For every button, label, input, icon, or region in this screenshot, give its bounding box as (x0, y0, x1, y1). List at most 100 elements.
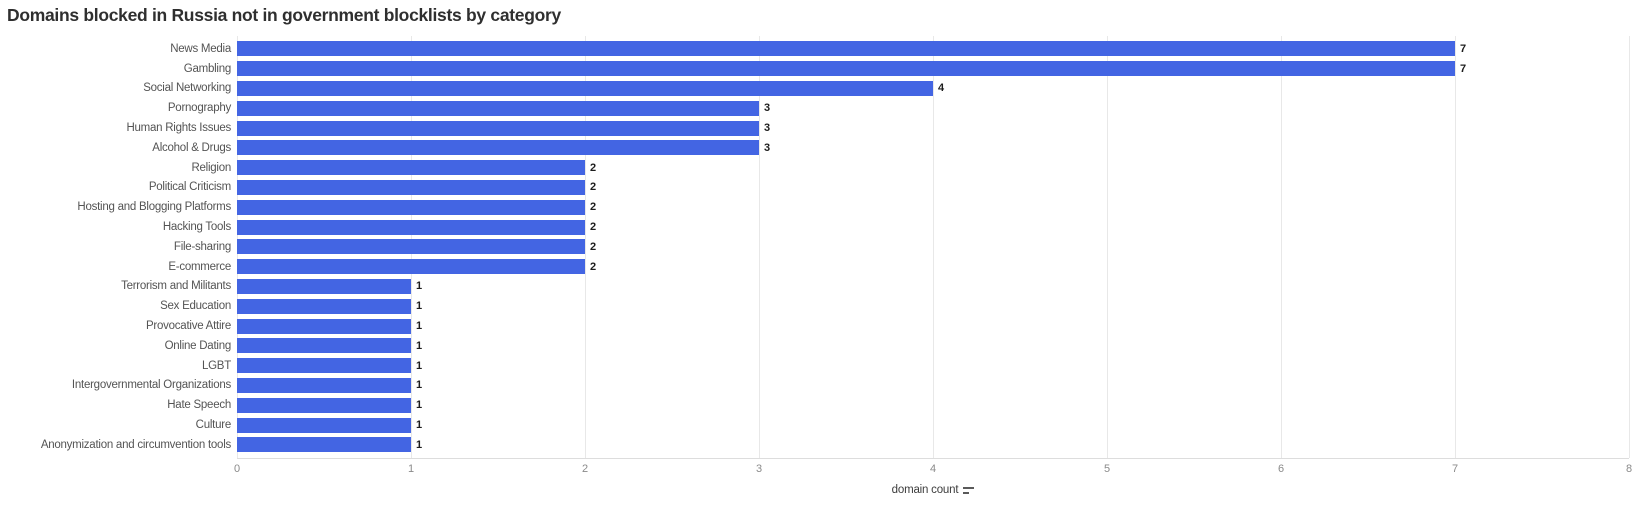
category-label: Hacking Tools (162, 221, 231, 234)
bar (237, 160, 585, 176)
bar-rows: News Media 7 Gambling 7 Social Networking 4 Po… (0, 39, 1636, 456)
value-label: 2 (590, 240, 596, 253)
x-axis-line (237, 458, 1629, 459)
x-tick-label: 6 (1278, 463, 1284, 475)
category-label: LGBT (201, 359, 231, 372)
bar-track: 1 (237, 397, 1629, 413)
category-label: Political Criticism (148, 181, 231, 194)
value-label: 2 (590, 181, 596, 194)
bar (237, 80, 933, 96)
value-label: 3 (764, 102, 770, 115)
bar (237, 318, 411, 334)
value-label: 1 (416, 339, 422, 352)
bar-track: 1 (237, 298, 1629, 314)
bar (237, 199, 585, 215)
category-label: Culture (195, 419, 232, 432)
x-tick-label: 4 (930, 463, 936, 475)
bar-track: 3 (237, 100, 1629, 116)
bar-row: Terrorism and Militants 1 (0, 277, 1636, 297)
bar-track: 1 (237, 437, 1629, 453)
category-label: E-commerce (168, 260, 231, 273)
value-label: 2 (590, 161, 596, 174)
x-axis-sort-control[interactable]: domain count (892, 484, 975, 496)
value-label: 3 (764, 122, 770, 135)
category-label: File-sharing (173, 240, 231, 253)
bar-row: Sex Education 1 (0, 296, 1636, 316)
bar-track: 1 (237, 417, 1629, 433)
x-tick-label: 5 (1104, 463, 1110, 475)
bar-track: 3 (237, 120, 1629, 136)
bar-track: 1 (237, 278, 1629, 294)
bar-track: 1 (237, 338, 1629, 354)
gridline (1107, 36, 1108, 458)
category-label: Terrorism and Militants (121, 280, 231, 293)
gridline (585, 36, 586, 458)
value-label: 1 (416, 379, 422, 392)
category-label: Alcohol & Drugs (152, 141, 231, 154)
value-label: 1 (416, 438, 422, 451)
bar-row: Social Networking 4 (0, 79, 1636, 99)
bar (237, 100, 759, 116)
category-label: Gambling (183, 62, 231, 75)
bar (237, 120, 759, 136)
bar (237, 179, 585, 195)
category-label: Human Rights Issues (126, 122, 231, 135)
bar-row: Hacking Tools 2 (0, 217, 1636, 237)
bar (237, 397, 411, 413)
value-label: 7 (1460, 62, 1466, 75)
chart-title: Domains blocked in Russia not in governm… (7, 5, 561, 25)
value-label: 2 (590, 221, 596, 234)
x-tick-label: 0 (234, 463, 240, 475)
x-tick-label: 2 (582, 463, 588, 475)
bar-track: 2 (237, 259, 1629, 275)
bar (237, 437, 411, 453)
value-label: 2 (590, 201, 596, 214)
x-axis-title-text: domain count (891, 484, 959, 496)
x-tick-label: 8 (1626, 463, 1632, 475)
category-label: News Media (170, 42, 231, 55)
bar-row: Gambling 7 (0, 59, 1636, 79)
bar-row: Pornography 3 (0, 98, 1636, 118)
bar-track: 1 (237, 318, 1629, 334)
x-tick-label: 1 (408, 463, 414, 475)
gridline (1455, 36, 1456, 458)
gridline (1281, 36, 1282, 458)
bar-track: 2 (237, 239, 1629, 255)
bar-row: Human Rights Issues 3 (0, 118, 1636, 138)
bar-row: Hosting and Blogging Platforms 2 (0, 197, 1636, 217)
value-label: 3 (764, 141, 770, 154)
value-label: 7 (1460, 42, 1466, 55)
bar-track: 2 (237, 160, 1629, 176)
category-label: Hosting and Blogging Platforms (77, 201, 231, 214)
category-label: Social Networking (143, 82, 231, 95)
bar-row: Provocative Attire 1 (0, 316, 1636, 336)
bar (237, 140, 759, 156)
category-label: Sex Education (160, 300, 231, 313)
bar-row: Intergovernmental Organizations 1 (0, 376, 1636, 396)
bar-track: 7 (237, 61, 1629, 77)
value-label: 1 (416, 359, 422, 372)
category-label: Intergovernmental Organizations (71, 379, 231, 392)
category-label: Religion (191, 161, 231, 174)
x-tick-label: 7 (1452, 463, 1458, 475)
category-label: Pornography (167, 102, 231, 115)
value-label: 1 (416, 280, 422, 293)
category-label: Hate Speech (167, 399, 231, 412)
bar-row: E-commerce 2 (0, 257, 1636, 277)
bar-row: File-sharing 2 (0, 237, 1636, 257)
bar-row: Culture 1 (0, 415, 1636, 435)
category-label: Online Dating (164, 339, 232, 352)
bar (237, 338, 411, 354)
bar (237, 219, 585, 235)
x-tick-label: 3 (756, 463, 762, 475)
bar-track: 7 (237, 41, 1629, 57)
value-label: 1 (416, 399, 422, 412)
bar (237, 377, 411, 393)
bar-track: 2 (237, 219, 1629, 235)
bar (237, 417, 411, 433)
bar (237, 358, 411, 374)
bar (237, 278, 411, 294)
bar (237, 239, 585, 255)
bar-track: 2 (237, 199, 1629, 215)
bar-track: 1 (237, 377, 1629, 393)
